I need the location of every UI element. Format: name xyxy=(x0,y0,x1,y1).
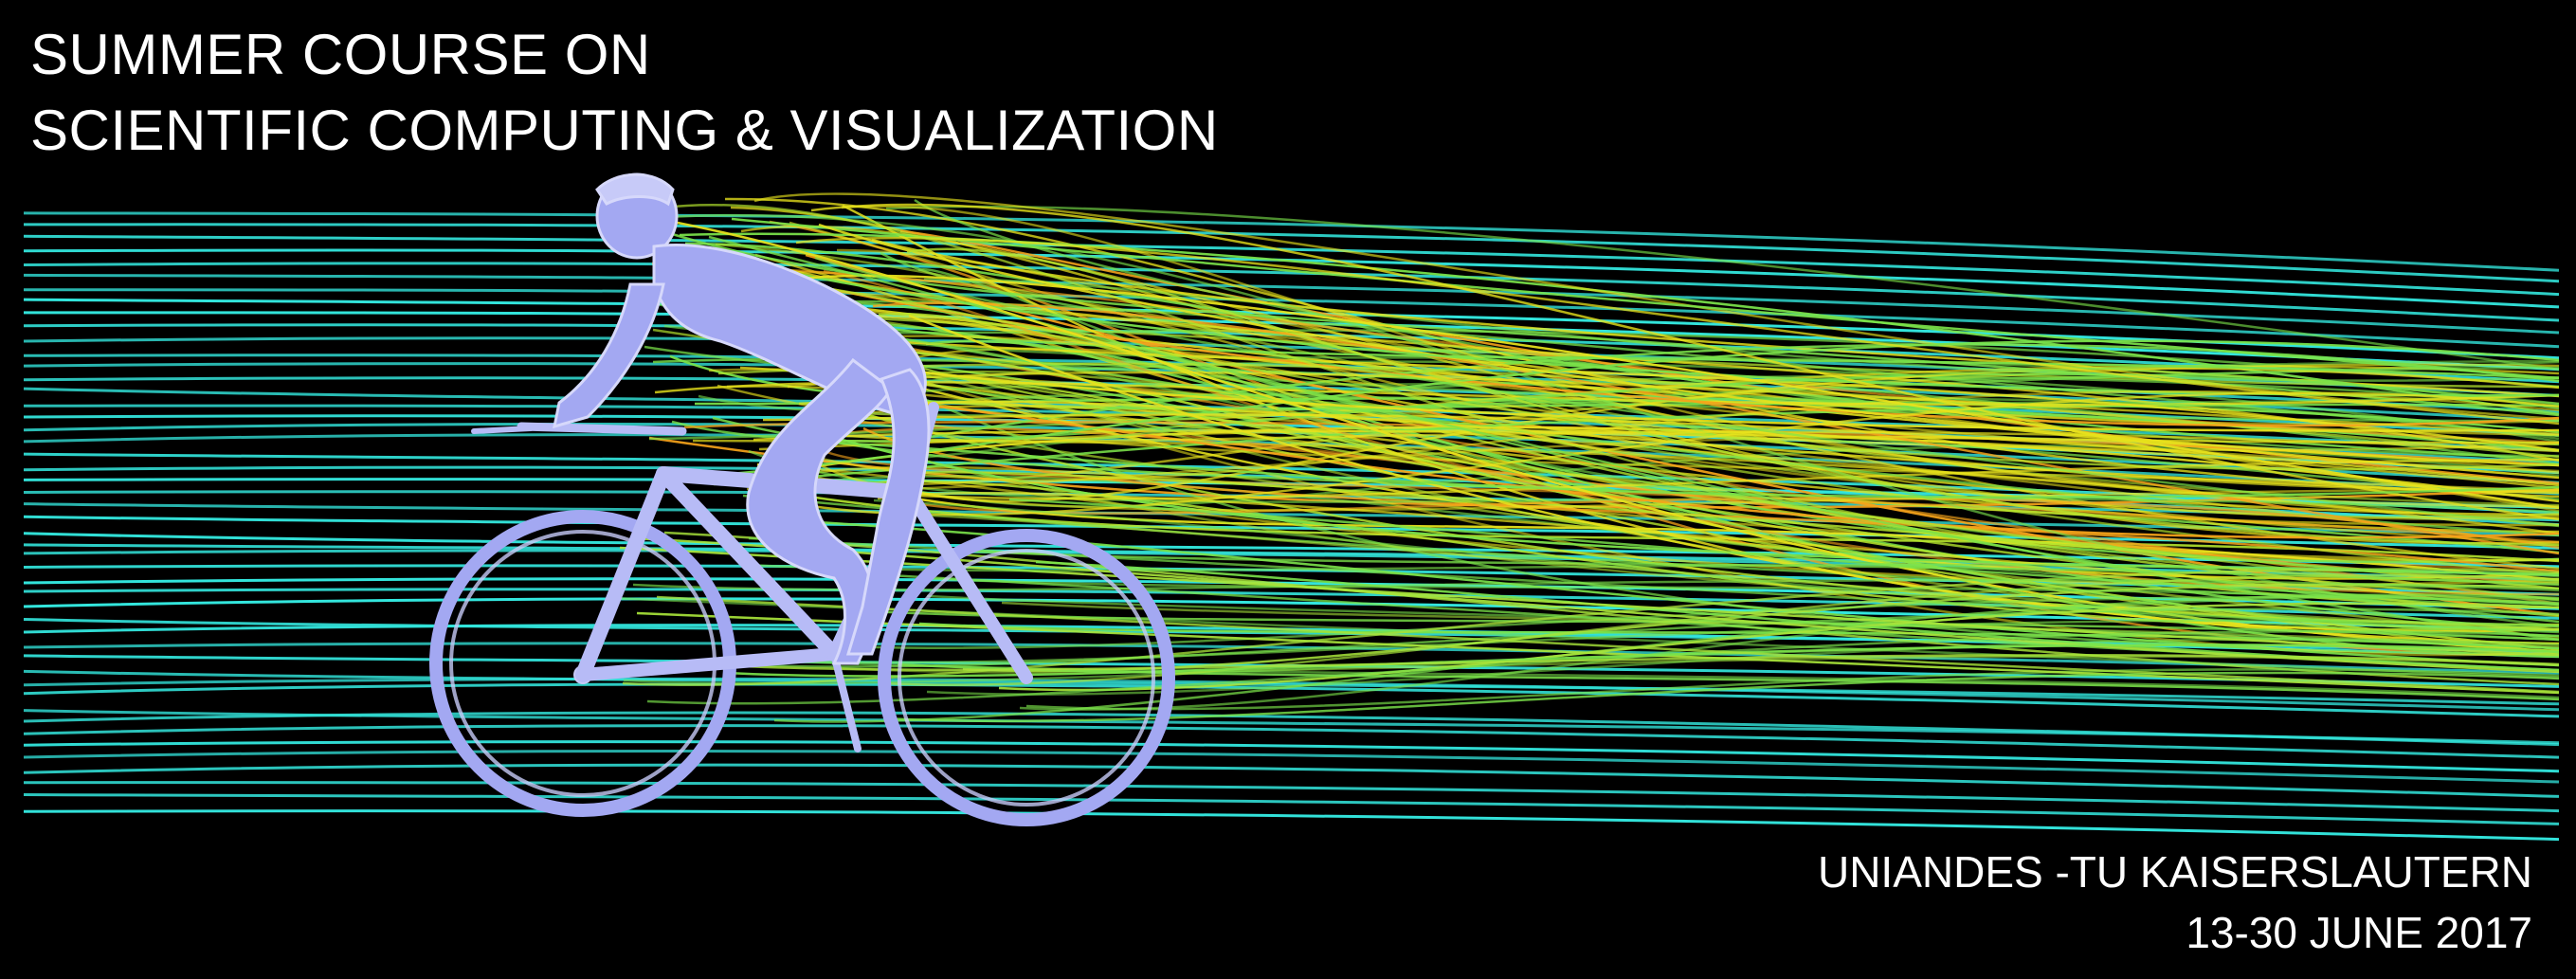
dates-text: 13-30 JUNE 2017 xyxy=(2186,908,2532,957)
wake-line xyxy=(646,629,2560,705)
wake-line xyxy=(746,563,2560,578)
wake-line xyxy=(810,203,2560,521)
freestream-line xyxy=(23,288,2560,349)
wake-line xyxy=(844,333,2560,583)
wake-line xyxy=(826,335,2560,473)
wake-line xyxy=(885,205,2560,372)
wake-line xyxy=(926,594,2560,650)
freestream-line xyxy=(23,711,2560,747)
wake-line xyxy=(662,203,2560,584)
wake-line xyxy=(762,619,2560,664)
wake-line xyxy=(841,205,2560,508)
wake-line xyxy=(919,359,2560,460)
wake-line xyxy=(823,269,2560,596)
freestream-line xyxy=(23,740,2560,773)
wake-line xyxy=(717,362,2560,459)
title-line-2: SCIENTIFIC COMPUTING & VISUALIZATION xyxy=(30,99,1219,162)
wake-line xyxy=(794,274,2560,510)
freestream-line xyxy=(23,669,2560,706)
freestream-line xyxy=(23,809,2560,842)
freestream-line xyxy=(23,793,2560,825)
wake-line xyxy=(663,531,2560,686)
wake-line xyxy=(609,596,2560,680)
rider-icon xyxy=(553,172,931,665)
wake-line xyxy=(883,671,2560,723)
freestream-line xyxy=(23,248,2560,309)
freestream-line xyxy=(23,311,2560,372)
wake-line xyxy=(720,654,2560,672)
wake-line xyxy=(998,602,2560,692)
wake-line xyxy=(957,549,2560,587)
freestream-line xyxy=(23,597,2560,632)
wake-line xyxy=(660,275,2560,513)
wake-line xyxy=(818,223,2560,467)
wake-line xyxy=(810,430,2560,453)
wake-line xyxy=(906,247,2560,547)
wake-line xyxy=(622,568,2560,686)
wake-line xyxy=(788,390,2560,482)
course-title: SUMMER COURSE ON SCIENTIFIC COMPUTING & … xyxy=(30,17,1219,169)
title-line-1: SUMMER COURSE ON xyxy=(30,23,651,86)
wake-line xyxy=(708,235,2560,642)
wake-line xyxy=(923,278,2560,382)
freestream-line xyxy=(23,677,2560,712)
wake-line xyxy=(872,301,2560,555)
wake-line xyxy=(795,236,2560,426)
freestream-line xyxy=(23,234,2560,297)
freestream-line xyxy=(23,452,2560,515)
freestream-line xyxy=(23,750,2560,784)
wake-line xyxy=(753,192,2560,421)
wake-line xyxy=(921,576,2560,606)
wake-line xyxy=(1008,498,2560,607)
wake-line xyxy=(751,275,2560,471)
wake-line xyxy=(897,662,2560,701)
wake-line xyxy=(781,518,2560,667)
wake-line xyxy=(863,491,2560,550)
front-wheel-icon xyxy=(878,529,1175,826)
freestream-line xyxy=(23,682,2560,718)
wake-line xyxy=(908,314,2560,645)
wake-line xyxy=(871,363,2560,631)
wake-line xyxy=(1035,560,2560,672)
freestream-line xyxy=(23,763,2560,798)
wake-line xyxy=(856,395,2560,539)
event-info: UNIANDES -TU KAISERSLAUTERN 13-30 JUNE 2… xyxy=(1818,842,2532,963)
freestream-line xyxy=(23,223,2560,283)
wake-line xyxy=(726,644,2560,678)
wake-line xyxy=(895,512,2560,631)
wake-line xyxy=(787,371,2560,436)
wake-line xyxy=(926,638,2560,696)
wake-line xyxy=(1025,668,2560,711)
freestream-line xyxy=(23,781,2560,813)
wake-line xyxy=(845,426,2560,586)
institutions-text: UNIANDES -TU KAISERSLAUTERN xyxy=(1817,847,2532,897)
wake-line xyxy=(713,403,2560,486)
wake-line xyxy=(678,291,2560,493)
wake-line xyxy=(882,574,2560,686)
cyclist-figure xyxy=(429,172,1175,826)
wake-line xyxy=(712,416,2560,554)
freestream-line xyxy=(23,724,2560,759)
